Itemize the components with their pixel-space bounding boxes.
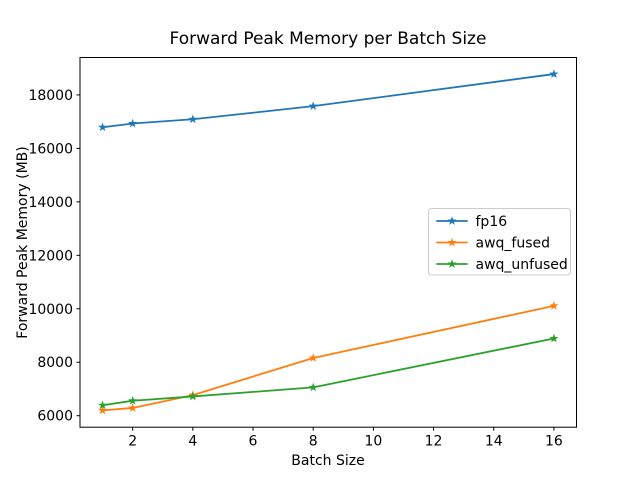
- data-point-awq_fused: [549, 301, 559, 310]
- x-tick-label: 14: [485, 434, 503, 450]
- legend-marker-awq_unfused: [447, 259, 457, 268]
- legend-label-fp16: fp16: [476, 214, 508, 230]
- legend-frame: [428, 208, 571, 276]
- x-tick-label: 12: [425, 434, 443, 450]
- data-point-awq_fused: [98, 405, 108, 415]
- series-line-fp16: [101, 73, 555, 129]
- x-axis-ticks: 2 4 6 8 10 12 14 16: [128, 427, 563, 450]
- x-axis-label: Batch Size: [291, 453, 364, 469]
- y-tick-label: 6000: [37, 409, 73, 425]
- plot-border: [79, 57, 577, 428]
- data-point-fp16: [98, 122, 108, 132]
- series-lines: [98, 69, 559, 415]
- data-point-fp16: [308, 101, 318, 111]
- data-point-awq_unfused: [128, 395, 138, 405]
- axes-spines: [79, 57, 577, 428]
- y-tick-label: 8000: [37, 355, 73, 371]
- legend-label-awq_fused: awq_fused: [476, 236, 551, 252]
- data-point-awq_unfused: [308, 382, 318, 392]
- y-tick-label: 16000: [28, 141, 73, 157]
- y-tick-label: 18000: [28, 88, 73, 104]
- legend-marker-awq_fused: [447, 237, 457, 247]
- data-point-fp16: [549, 69, 559, 78]
- x-tick-label: 10: [364, 434, 382, 450]
- data-point-awq_unfused: [98, 400, 108, 410]
- data-point-awq_unfused: [188, 391, 198, 401]
- legend-marker-fp16: [447, 216, 457, 225]
- series-line-awq_fused: [101, 304, 555, 412]
- legend: fp16 awq_fused awq_unfused: [428, 208, 571, 276]
- data-point-fp16: [188, 114, 198, 124]
- y-axis-ticks: 6000 8000 10000 12000 14000 16000 18000: [28, 88, 80, 425]
- data-point-awq_fused: [308, 353, 318, 362]
- data-point-awq_fused: [128, 403, 138, 412]
- y-tick-label: 10000: [28, 302, 73, 318]
- y-tick-label: 12000: [28, 248, 73, 264]
- data-point-fp16: [128, 118, 138, 128]
- legend-label-awq_unfused: awq_unfused: [476, 257, 568, 273]
- data-point-awq_unfused: [549, 333, 559, 343]
- x-tick-label: 16: [545, 434, 563, 450]
- x-tick-label: 4: [188, 434, 197, 450]
- series-line-awq_unfused: [101, 337, 555, 407]
- chart-title: Forward Peak Memory per Batch Size: [170, 29, 487, 49]
- x-tick-label: 8: [309, 434, 318, 450]
- x-tick-label: 6: [249, 434, 258, 450]
- y-axis-label: Forward Peak Memory (MB): [15, 146, 31, 338]
- x-tick-label: 2: [128, 434, 137, 450]
- y-tick-label: 14000: [28, 195, 73, 211]
